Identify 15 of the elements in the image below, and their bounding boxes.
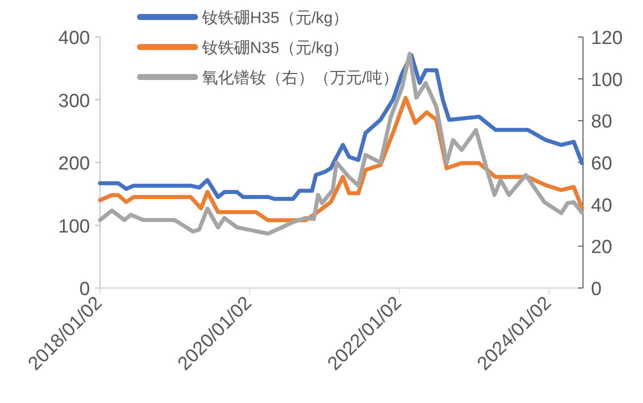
- legend-label: 钕铁硼N35（元/kg）: [201, 40, 349, 57]
- y2-tick-label: 80: [591, 112, 612, 133]
- y-tick-label: 200: [58, 154, 90, 174]
- y2-tick-label: 100: [591, 70, 623, 91]
- legend-label: 钕铁硼H35（元/kg）: [201, 10, 349, 27]
- y-tick-label: 0: [79, 279, 90, 300]
- y-tick-label: 100: [58, 216, 90, 238]
- y2-tick-label: 120: [591, 28, 623, 49]
- y2-tick-label: 60: [591, 154, 612, 174]
- legend-label: 氧化镨钕（右）（万元/吨）: [202, 69, 398, 87]
- y2-tick-label: 40: [591, 195, 612, 216]
- y-tick-label: 400: [58, 28, 90, 49]
- y-tick-label: 300: [58, 90, 90, 112]
- y2-tick-label: 20: [591, 237, 612, 258]
- y2-tick-label: 0: [591, 279, 602, 300]
